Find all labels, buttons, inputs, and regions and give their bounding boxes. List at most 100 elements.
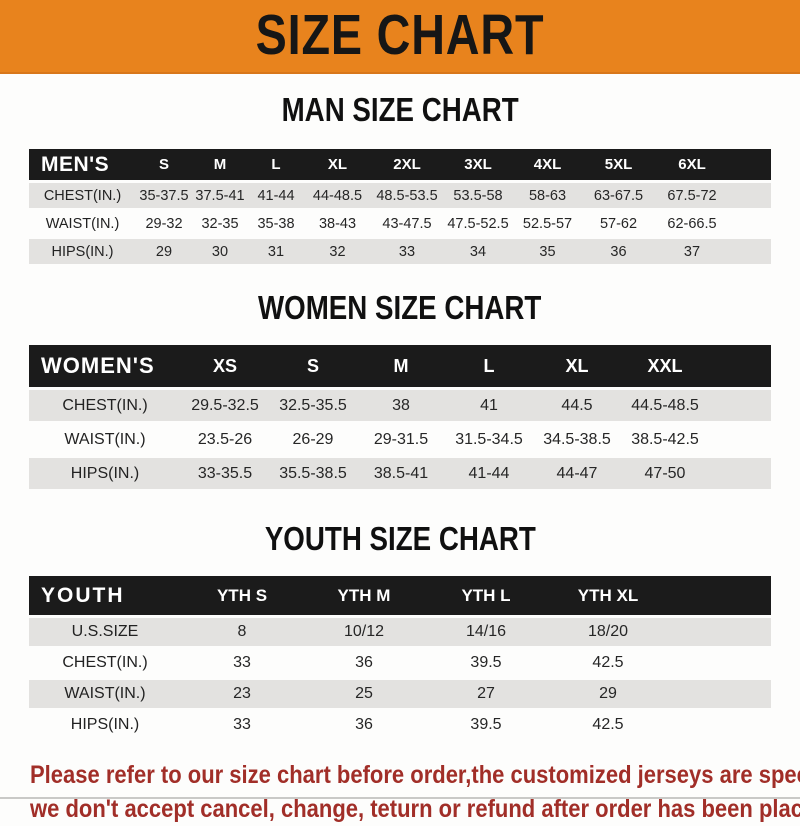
- table-row: WAIST(IN.) 29-32 32-35 35-38 38-43 43-47…: [29, 211, 771, 236]
- cell: 25: [303, 680, 425, 708]
- cell: 23.5-26: [181, 424, 269, 455]
- men-section-title-text: MAN SIZE CHART: [281, 91, 519, 128]
- cell: 35.5-38.5: [269, 458, 357, 489]
- row-label: HIPS(IN.): [29, 711, 181, 739]
- cell: 43-47.5: [371, 211, 443, 236]
- women-col-header: S: [269, 345, 357, 387]
- youth-table-header-row: YOUTH YTH S YTH M YTH L YTH XL: [29, 576, 771, 615]
- cell: 23: [181, 680, 303, 708]
- row-label: U.S.SIZE: [29, 618, 181, 646]
- cell: 29: [547, 680, 669, 708]
- cell: 33: [181, 711, 303, 739]
- men-section-title: MAN SIZE CHART: [0, 74, 800, 146]
- cell: 62-66.5: [655, 211, 729, 236]
- row-label: WAIST(IN.): [29, 680, 181, 708]
- size-chart-banner: SIZE CHART: [0, 0, 800, 74]
- men-col-header: L: [248, 149, 304, 180]
- men-col-header: 3XL: [443, 149, 513, 180]
- table-row: HIPS(IN.) 33-35.5 35.5-38.5 38.5-41 41-4…: [29, 458, 771, 489]
- spacer-cell: [729, 211, 771, 236]
- cell: 32.5-35.5: [269, 390, 357, 421]
- spacer-cell: [669, 618, 771, 646]
- cell: 39.5: [425, 711, 547, 739]
- women-table-header-label: WOMEN'S: [29, 345, 181, 387]
- table-row: U.S.SIZE 8 10/12 14/16 18/20: [29, 618, 771, 646]
- cell: 33: [371, 239, 443, 264]
- cell: 37.5-41: [192, 183, 248, 208]
- cell: 41-44: [445, 458, 533, 489]
- cell: 32: [304, 239, 371, 264]
- men-col-header: 6XL: [655, 149, 729, 180]
- cell: 36: [303, 711, 425, 739]
- cell: 35-38: [248, 211, 304, 236]
- youth-col-header: YTH L: [425, 576, 547, 615]
- youth-table-header-label: YOUTH: [29, 576, 181, 615]
- youth-size-table: YOUTH YTH S YTH M YTH L YTH XL U.S.SIZE …: [29, 573, 771, 742]
- cell: 29-32: [136, 211, 192, 236]
- men-col-header: 4XL: [513, 149, 582, 180]
- cell: 44-47: [533, 458, 621, 489]
- women-col-header: XL: [533, 345, 621, 387]
- men-col-header: 2XL: [371, 149, 443, 180]
- row-label: WAIST(IN.): [29, 424, 181, 455]
- bottom-edge-line: [0, 797, 800, 799]
- cell: 47.5-52.5: [443, 211, 513, 236]
- table-row: HIPS(IN.) 29 30 31 32 33 34 35 36 37: [29, 239, 771, 264]
- cell: 10/12: [303, 618, 425, 646]
- youth-col-header: YTH S: [181, 576, 303, 615]
- row-label: CHEST(IN.): [29, 183, 136, 208]
- cell: 38-43: [304, 211, 371, 236]
- cell: 29: [136, 239, 192, 264]
- men-col-header: M: [192, 149, 248, 180]
- cell: 27: [425, 680, 547, 708]
- row-label: WAIST(IN.): [29, 211, 136, 236]
- cell: 14/16: [425, 618, 547, 646]
- spacer-cell: [709, 390, 771, 421]
- cell: 32-35: [192, 211, 248, 236]
- cell: 57-62: [582, 211, 655, 236]
- spacer-cell: [669, 576, 771, 615]
- women-col-header: XXL: [621, 345, 709, 387]
- men-col-header: 5XL: [582, 149, 655, 180]
- youth-col-header: YTH XL: [547, 576, 669, 615]
- women-col-header: M: [357, 345, 445, 387]
- banner-title: SIZE CHART: [255, 3, 545, 67]
- cell: 44-48.5: [304, 183, 371, 208]
- women-size-table: WOMEN'S XS S M L XL XXL CHEST(IN.) 29.5-…: [29, 342, 771, 492]
- spacer-cell: [729, 183, 771, 208]
- table-row: WAIST(IN.) 23 25 27 29: [29, 680, 771, 708]
- table-row: CHEST(IN.) 29.5-32.5 32.5-35.5 38 41 44.…: [29, 390, 771, 421]
- spacer-cell: [669, 680, 771, 708]
- cell: 42.5: [547, 711, 669, 739]
- cell: 63-67.5: [582, 183, 655, 208]
- cell: 52.5-57: [513, 211, 582, 236]
- spacer-cell: [669, 649, 771, 677]
- order-disclaimer: Please refer to our size chart before or…: [30, 758, 800, 826]
- table-row: HIPS(IN.) 33 36 39.5 42.5: [29, 711, 771, 739]
- cell: 38: [357, 390, 445, 421]
- men-col-header: S: [136, 149, 192, 180]
- women-col-header: XS: [181, 345, 269, 387]
- cell: 34.5-38.5: [533, 424, 621, 455]
- cell: 26-29: [269, 424, 357, 455]
- table-row: CHEST(IN.) 33 36 39.5 42.5: [29, 649, 771, 677]
- cell: 36: [303, 649, 425, 677]
- cell: 53.5-58: [443, 183, 513, 208]
- women-table-header-row: WOMEN'S XS S M L XL XXL: [29, 345, 771, 387]
- cell: 8: [181, 618, 303, 646]
- cell: 58-63: [513, 183, 582, 208]
- cell: 31.5-34.5: [445, 424, 533, 455]
- row-label: CHEST(IN.): [29, 649, 181, 677]
- cell: 36: [582, 239, 655, 264]
- cell: 29.5-32.5: [181, 390, 269, 421]
- spacer-cell: [709, 345, 771, 387]
- row-label: HIPS(IN.): [29, 239, 136, 264]
- cell: 38.5-42.5: [621, 424, 709, 455]
- men-col-header: XL: [304, 149, 371, 180]
- cell: 18/20: [547, 618, 669, 646]
- cell: 33-35.5: [181, 458, 269, 489]
- cell: 33: [181, 649, 303, 677]
- cell: 39.5: [425, 649, 547, 677]
- spacer-cell: [729, 149, 771, 180]
- cell: 30: [192, 239, 248, 264]
